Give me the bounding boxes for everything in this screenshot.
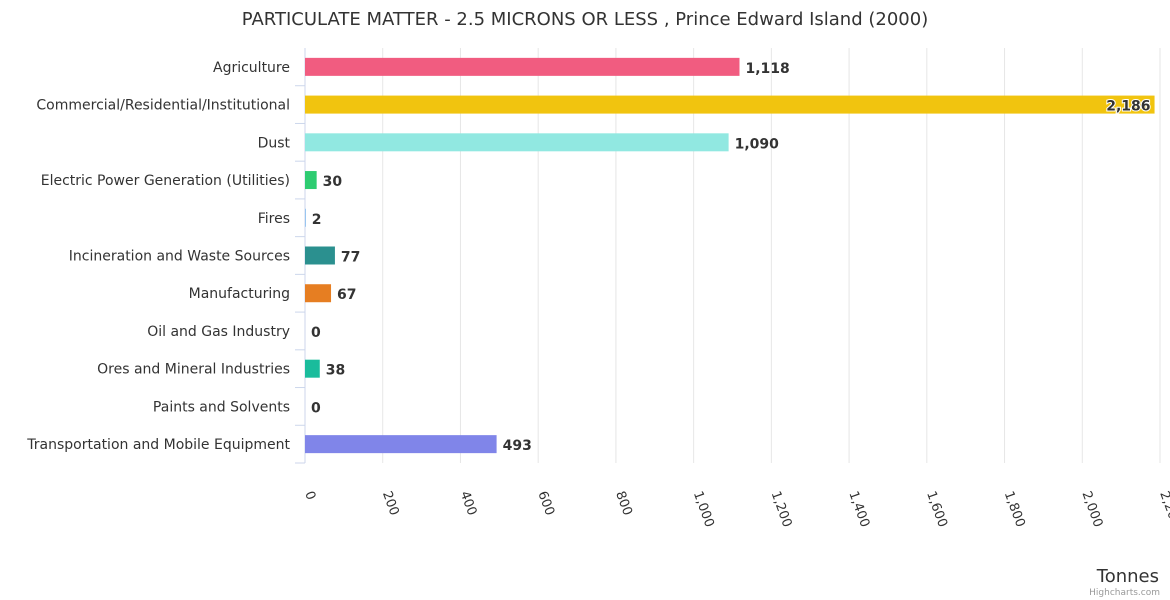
data-label: 0 (311, 325, 321, 341)
x-tick-label: 0 (301, 489, 318, 502)
category-label: Incineration and Waste Sources (69, 249, 290, 265)
x-tick-label: 800 (612, 489, 635, 517)
x-tick-label: 400 (457, 489, 480, 517)
x-tick-label: 1,600 (923, 489, 950, 529)
x-tick-label: 1,400 (845, 489, 872, 529)
x-axis-title: Tonnes (1096, 566, 1159, 587)
bar (305, 435, 497, 454)
data-label: 1,090 (735, 136, 780, 152)
category-label: Dust (258, 135, 291, 151)
category-label: Paints and Solvents (153, 399, 290, 415)
category-label: Manufacturing (189, 286, 290, 302)
x-tick-label: 1,000 (690, 489, 717, 529)
credits-link[interactable]: Highcharts.com (1089, 588, 1160, 598)
category-label: Electric Power Generation (Utilities) (41, 173, 290, 189)
category-label: Transportation and Mobile Equipment (26, 437, 290, 453)
category-label: Agriculture (213, 60, 290, 76)
bar (305, 284, 332, 303)
data-label: 38 (326, 363, 345, 379)
x-tick-label: 1,200 (768, 489, 795, 529)
bar (305, 171, 317, 190)
bar (305, 95, 1155, 114)
chart-title: PARTICULATE MATTER - 2.5 MICRONS OR LESS… (242, 9, 928, 30)
data-label: 30 (323, 174, 343, 190)
x-tick-label: 2,000 (1079, 489, 1106, 529)
data-label: 2 (312, 212, 322, 228)
data-label: 67 (337, 287, 356, 303)
x-tick-label: 1,800 (1001, 489, 1028, 529)
data-label: 493 (503, 438, 532, 454)
category-label: Ores and Mineral Industries (97, 362, 290, 378)
data-label: 0 (311, 400, 321, 416)
data-label: 1,118 (745, 61, 789, 77)
x-tick-label: 200 (379, 489, 402, 517)
category-label: Commercial/Residential/Institutional (36, 98, 290, 114)
bar (305, 246, 335, 265)
bar (305, 133, 729, 152)
category-label: Fires (258, 211, 290, 227)
bar (305, 359, 320, 378)
bar (305, 57, 740, 76)
bar (305, 208, 306, 227)
x-tick-label: 2,200 (1156, 489, 1170, 529)
x-tick-label: 600 (534, 489, 557, 517)
data-label: 2,186 (1106, 99, 1150, 115)
data-label: 77 (341, 250, 360, 266)
category-label: Oil and Gas Industry (147, 324, 290, 340)
